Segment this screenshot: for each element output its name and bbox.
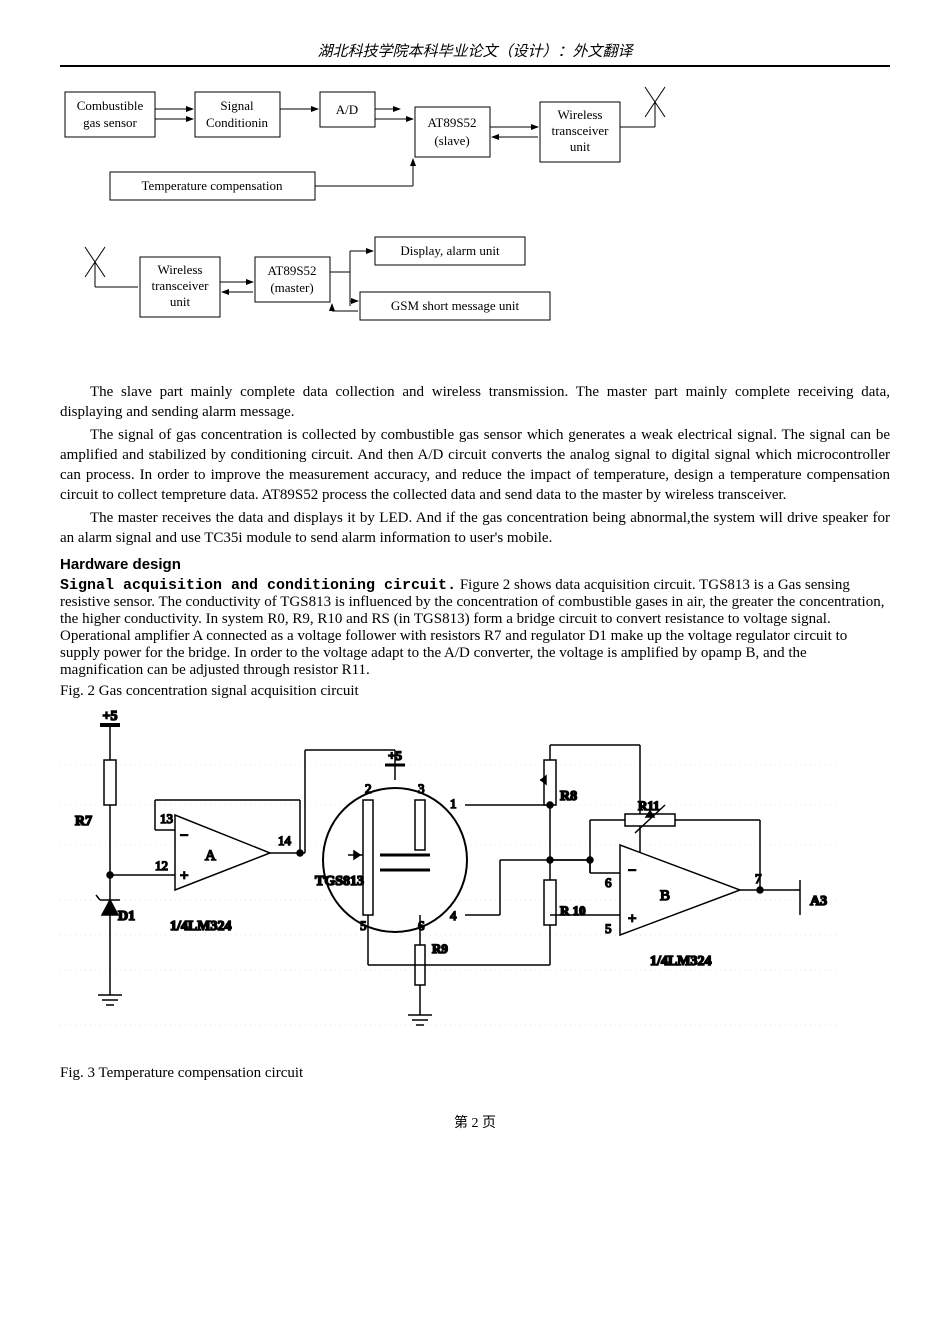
box-temp-comp: Temperature compensation: [142, 178, 283, 193]
label-plus5-left: +5: [103, 709, 118, 724]
label-opamp-a: A: [205, 848, 216, 864]
svg-text:+: +: [628, 911, 636, 927]
box-gas-sensor-l1: Combustible: [77, 98, 144, 113]
hardware-design-heading: Hardware design: [60, 556, 890, 573]
box-signal-l1: Signal: [220, 98, 254, 113]
paragraph-2: The signal of gas concentration is colle…: [60, 425, 890, 506]
box-ad: A/D: [336, 102, 358, 117]
svg-text:−: −: [180, 828, 188, 844]
label-pin12: 12: [155, 858, 168, 873]
label-r8: R8: [560, 789, 577, 804]
paragraph-1: The slave part mainly complete data coll…: [60, 382, 890, 423]
box-signal-l2: Conditionin: [206, 115, 269, 130]
label-a3: A3: [810, 894, 827, 909]
label-pin13: 13: [160, 811, 173, 826]
box-master-l1: AT89S52: [267, 263, 316, 278]
box-slave-l2: (slave): [434, 133, 469, 148]
label-pin6b: 6: [605, 875, 612, 890]
block-diagram-svg: Combustible gas sensor Signal Conditioni…: [60, 77, 800, 357]
box-wireless2-l1: Wireless: [158, 262, 203, 277]
box-master-l2: (master): [270, 280, 313, 295]
box-wireless1-l1: Wireless: [558, 107, 603, 122]
label-lm324-b: 1/4LM324: [650, 954, 711, 969]
box-wireless2-l2: transceiver: [151, 278, 209, 293]
label-pin7: 7: [755, 871, 762, 886]
label-opamp-b: B: [660, 888, 670, 904]
figure-3-caption: Fig. 3 Temperature compensation circuit: [60, 1065, 890, 1082]
label-pin5b: 5: [605, 921, 612, 936]
label-pin3: 3: [418, 781, 425, 796]
box-wireless1-l2: transceiver: [551, 123, 609, 138]
label-pin5: 5: [360, 918, 367, 933]
label-r7: R7: [75, 814, 92, 829]
circuit-diagram-svg: +5 R7 D1 A − + 13 12 14 1/4LM324 +5 2: [60, 705, 840, 1055]
signal-acquisition-heading: Signal acquisition and conditioning circ…: [60, 577, 890, 679]
label-pin14: 14: [278, 833, 292, 848]
label-tgs813: TGS813: [315, 874, 364, 889]
box-gsm: GSM short message unit: [391, 298, 520, 313]
box-slave-l1: AT89S52: [427, 115, 476, 130]
label-pin1: 1: [450, 796, 457, 811]
system-block-diagram: Combustible gas sensor Signal Conditioni…: [60, 77, 890, 362]
box-display: Display, alarm unit: [400, 243, 500, 258]
svg-text:+: +: [180, 868, 188, 884]
page-header: 湖北科技学院本科毕业论文（设计）：外文翻译: [60, 40, 890, 67]
label-pin2: 2: [365, 781, 372, 796]
label-lm324-a: 1/4LM324: [170, 919, 231, 934]
label-plus5-center: +5: [388, 748, 402, 763]
label-d1: D1: [118, 909, 135, 924]
label-pin4: 4: [450, 908, 457, 923]
figure-2-caption: Fig. 2 Gas concentration signal acquisit…: [60, 683, 890, 700]
svg-text:−: −: [628, 863, 636, 879]
page-number: 第 2 页: [60, 1112, 890, 1132]
label-r11: R11: [638, 798, 660, 813]
box-wireless2-l3: unit: [170, 294, 191, 309]
label-r9: R9: [432, 941, 448, 956]
paragraph-3: The master receives the data and display…: [60, 508, 890, 549]
box-wireless1-l3: unit: [570, 139, 591, 154]
label-pin6a: 6: [418, 918, 425, 933]
box-gas-sensor-l2: gas sensor: [83, 115, 137, 130]
signal-heading-bold: Signal acquisition and conditioning circ…: [60, 577, 456, 594]
